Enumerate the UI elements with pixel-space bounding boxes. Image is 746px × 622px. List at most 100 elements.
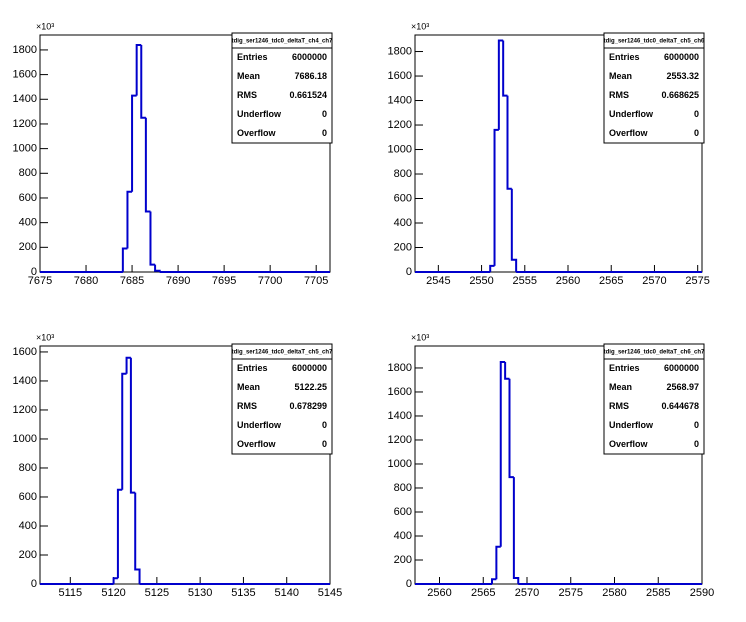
y-tick-label: 0	[406, 578, 412, 590]
histogram-bin	[512, 477, 520, 584]
stat-label: Underflow	[237, 109, 282, 119]
histogram-bin	[116, 488, 123, 579]
x-tick-label: 7700	[258, 275, 282, 287]
y-tick-label: 600	[19, 192, 37, 204]
y-tick-label: 1000	[13, 433, 37, 445]
histogram-bin	[131, 94, 137, 192]
histogram-bin	[126, 190, 133, 249]
y-tick-label: 1000	[388, 143, 412, 155]
stat-value: 5122.25	[294, 382, 327, 392]
x-tick-label: 7685	[120, 275, 144, 287]
stat-value: 0	[694, 439, 699, 449]
histogram-bin	[129, 357, 136, 494]
stat-label: Mean	[609, 382, 632, 392]
y-tick-label: 800	[19, 167, 37, 179]
x-tick-label: 2590	[690, 587, 714, 599]
stat-label: RMS	[609, 401, 629, 411]
histogram-bin	[489, 264, 495, 272]
y-tick-label: 400	[19, 520, 37, 532]
stat-label: Entries	[237, 52, 268, 62]
x-tick-label: 2560	[427, 587, 451, 599]
stat-value: 7686.18	[294, 71, 327, 81]
y-tick-label: 1600	[388, 386, 412, 398]
histogram-bin	[121, 372, 127, 490]
stat-label: Underflow	[609, 109, 654, 119]
stat-label: Overflow	[237, 128, 277, 138]
y-tick-label: 0	[31, 266, 37, 278]
x-tick-label: 2575	[559, 587, 583, 599]
y-multiplier: ×10³	[36, 21, 54, 31]
histogram-bin	[112, 577, 118, 584]
y-multiplier: ×10³	[36, 332, 54, 342]
stat-label: Entries	[609, 52, 640, 62]
y-tick-label: 1200	[388, 434, 412, 446]
y-tick-label: 1400	[13, 375, 37, 387]
x-tick-label: 2580	[602, 587, 626, 599]
y-tick-label: 800	[19, 462, 37, 474]
histogram-bin	[497, 39, 504, 130]
y-tick-label: 0	[31, 578, 37, 590]
y-tick-label: 0	[406, 266, 412, 278]
stat-label: Entries	[237, 363, 268, 373]
histogram-title: tdig_ser1246_tdc0_deltaT_ch5_ch7	[232, 350, 333, 356]
x-tick-label: 2560	[556, 275, 580, 287]
stat-value: 0	[694, 128, 699, 138]
histogram-bin	[121, 247, 128, 272]
stat-value: 0	[322, 128, 327, 138]
x-tick-label: 5130	[188, 587, 212, 599]
stats-box	[603, 343, 705, 455]
histogram-bin	[140, 44, 146, 119]
stats-box	[603, 32, 705, 144]
y-tick-label: 1800	[388, 45, 412, 57]
y-tick-label: 1600	[388, 70, 412, 82]
x-tick-label: 7675	[28, 275, 52, 287]
y-tick-label: 200	[394, 554, 412, 566]
histogram-bin	[134, 492, 141, 584]
stat-label: Overflow	[237, 439, 277, 449]
y-tick-label: 400	[19, 217, 37, 229]
stat-value: 0.668625	[661, 90, 699, 100]
stat-label: RMS	[237, 401, 257, 411]
y-tick-label: 1000	[388, 458, 412, 470]
x-tick-label: 5145	[318, 587, 342, 599]
y-tick-label: 1600	[13, 346, 37, 358]
histogram-bin	[508, 378, 514, 479]
x-tick-label: 5140	[274, 587, 298, 599]
y-tick-label: 400	[394, 530, 412, 542]
x-tick-label: 2550	[469, 275, 493, 287]
histogram-bin	[510, 188, 518, 272]
y-tick-label: 200	[19, 549, 37, 561]
y-tick-label: 1200	[388, 119, 412, 131]
stat-value: 6000000	[664, 363, 699, 373]
y-multiplier: ×10³	[411, 332, 429, 342]
x-tick-label: 5120	[101, 587, 125, 599]
x-tick-label: 2585	[646, 587, 670, 599]
x-tick-label: 2545	[426, 275, 450, 287]
y-tick-label: 800	[394, 482, 412, 494]
stat-value: 0.644678	[661, 401, 699, 411]
stats-box	[231, 32, 333, 144]
histogram-bin	[493, 128, 499, 266]
x-tick-label: 2570	[642, 275, 666, 287]
histogram-bin	[149, 211, 156, 266]
y-multiplier: ×10³	[411, 21, 429, 31]
histogram-bin	[135, 43, 142, 96]
histogram-bin	[504, 361, 510, 380]
y-tick-label: 200	[19, 241, 37, 253]
x-tick-label: 2570	[515, 587, 539, 599]
stat-value: 6000000	[292, 363, 327, 373]
y-tick-label: 800	[394, 168, 412, 180]
stat-label: Underflow	[609, 420, 654, 430]
stat-value: 0	[322, 439, 327, 449]
stat-value: 2553.32	[666, 71, 699, 81]
histogram-title: tdig_ser1246_tdc0_deltaT_ch5_ch6	[604, 39, 705, 45]
x-tick-label: 5125	[145, 587, 169, 599]
stat-value: 0	[322, 420, 327, 430]
y-tick-label: 600	[394, 192, 412, 204]
y-tick-label: 1800	[13, 44, 37, 56]
y-tick-label: 400	[394, 217, 412, 229]
stat-value: 0	[694, 109, 699, 119]
y-tick-label: 600	[19, 491, 37, 503]
stat-label: RMS	[237, 90, 257, 100]
y-tick-label: 1200	[13, 404, 37, 416]
